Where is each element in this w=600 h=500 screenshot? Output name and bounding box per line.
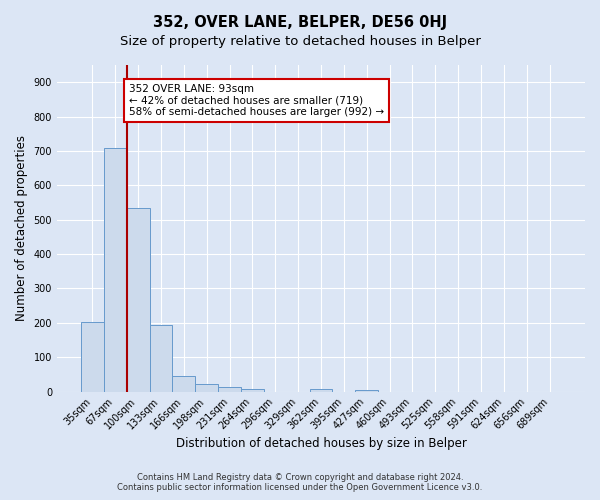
Bar [310,389,332,392]
Bar [149,324,172,392]
Bar [195,384,218,392]
Text: 352, OVER LANE, BELPER, DE56 0HJ: 352, OVER LANE, BELPER, DE56 0HJ [153,15,447,30]
Bar [355,390,378,392]
Bar [218,388,241,392]
Text: Size of property relative to detached houses in Belper: Size of property relative to detached ho… [119,35,481,48]
Text: 352 OVER LANE: 93sqm
← 42% of detached houses are smaller (719)
58% of semi-deta: 352 OVER LANE: 93sqm ← 42% of detached h… [129,84,384,117]
Y-axis label: Number of detached properties: Number of detached properties [15,136,28,322]
Bar [81,322,104,392]
Bar [172,376,195,392]
Bar [127,208,149,392]
Text: Contains HM Land Registry data © Crown copyright and database right 2024.
Contai: Contains HM Land Registry data © Crown c… [118,473,482,492]
X-axis label: Distribution of detached houses by size in Belper: Distribution of detached houses by size … [176,437,466,450]
Bar [104,148,127,392]
Bar [241,389,264,392]
